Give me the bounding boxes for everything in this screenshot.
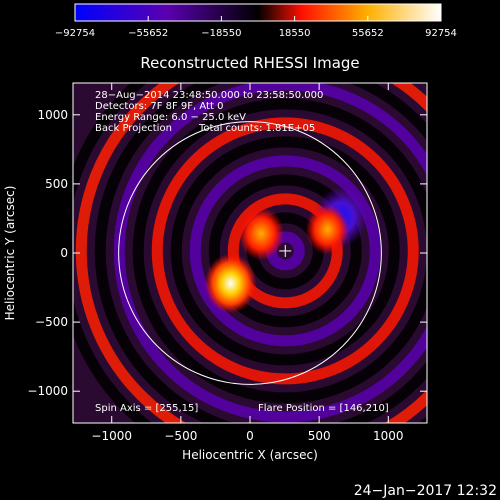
- colorbar: −92754 −55652 −18550 18550 55652 92754: [55, 3, 457, 39]
- chart-title: Reconstructed RHESSI Image: [140, 54, 359, 72]
- info-line-energy: Energy Range: 6.0 − 25.0 keV: [95, 112, 246, 123]
- fringe-pattern: [73, 83, 427, 423]
- x-tick-label: 0: [246, 429, 254, 443]
- x-tick-label: −500: [164, 429, 197, 443]
- y-axis-label: Heliocentric Y (arcsec): [3, 186, 17, 321]
- spin-axis-label: Spin Axis = [255,15]: [95, 403, 198, 414]
- colorbar-tick-label: 55652: [352, 28, 384, 39]
- source-blob: [238, 207, 285, 261]
- info-line-detectors: Detectors: 7F 8F 9F, Att 0: [95, 101, 223, 112]
- colorbar-tick-label: −92754: [55, 28, 95, 39]
- y-tick-label: 0: [60, 246, 68, 260]
- colorbar-ticks: −92754 −55652 −18550 18550 55652 92754: [55, 16, 457, 39]
- fringe-ring: [113, 83, 427, 423]
- y-tick-label: 500: [45, 177, 68, 191]
- source-blob: [305, 204, 350, 255]
- x-tick-label: 500: [308, 429, 331, 443]
- colorbar-tick-label: 92754: [425, 28, 457, 39]
- fringe-ring: [151, 117, 419, 385]
- image-plot: [73, 83, 427, 423]
- flare-position-label: Flare Position = [146,210]: [258, 403, 389, 414]
- fringe-ring: [189, 155, 381, 347]
- x-tick-label: −1000: [91, 429, 132, 443]
- colorbar-tick-label: −18550: [201, 28, 241, 39]
- info-line-counts: Total counts: 1.81E+05: [198, 123, 315, 134]
- x-tick-label: 1000: [373, 429, 404, 443]
- y-tick-label: −500: [35, 315, 68, 329]
- y-tick-label: −1000: [27, 384, 68, 398]
- x-axis-ticks: −1000 −500 0 500 1000: [91, 83, 404, 443]
- info-line-time: 28−Aug−2014 23:48:50.000 to 23:58:50.000: [95, 90, 323, 101]
- colorbar-tick-label: −55652: [128, 28, 168, 39]
- colorbar-gradient: [74, 3, 442, 22]
- source-blob: [204, 253, 257, 314]
- spin-axis-crosshair: [279, 244, 292, 257]
- y-axis-ticks: −1000 −500 0 500 1000: [27, 108, 427, 398]
- fringe-ring: [208, 174, 362, 328]
- colorbar-tick-label: 18550: [279, 28, 311, 39]
- source-blobs: [204, 187, 368, 314]
- fringe-ring: [170, 136, 400, 366]
- footer-timestamp: 24−Jan−2017 12:32: [354, 483, 497, 499]
- fringe-ring: [75, 83, 427, 423]
- solar-limb-circle: [118, 121, 382, 385]
- info-annotations: 28−Aug−2014 23:48:50.000 to 23:58:50.000…: [95, 90, 389, 414]
- y-tick-label: 1000: [37, 108, 68, 122]
- info-line-method: Back Projection: [95, 123, 172, 134]
- fringe-ring: [94, 83, 427, 423]
- x-axis-label: Heliocentric X (arcsec): [182, 448, 318, 462]
- fringe-ring: [132, 98, 427, 404]
